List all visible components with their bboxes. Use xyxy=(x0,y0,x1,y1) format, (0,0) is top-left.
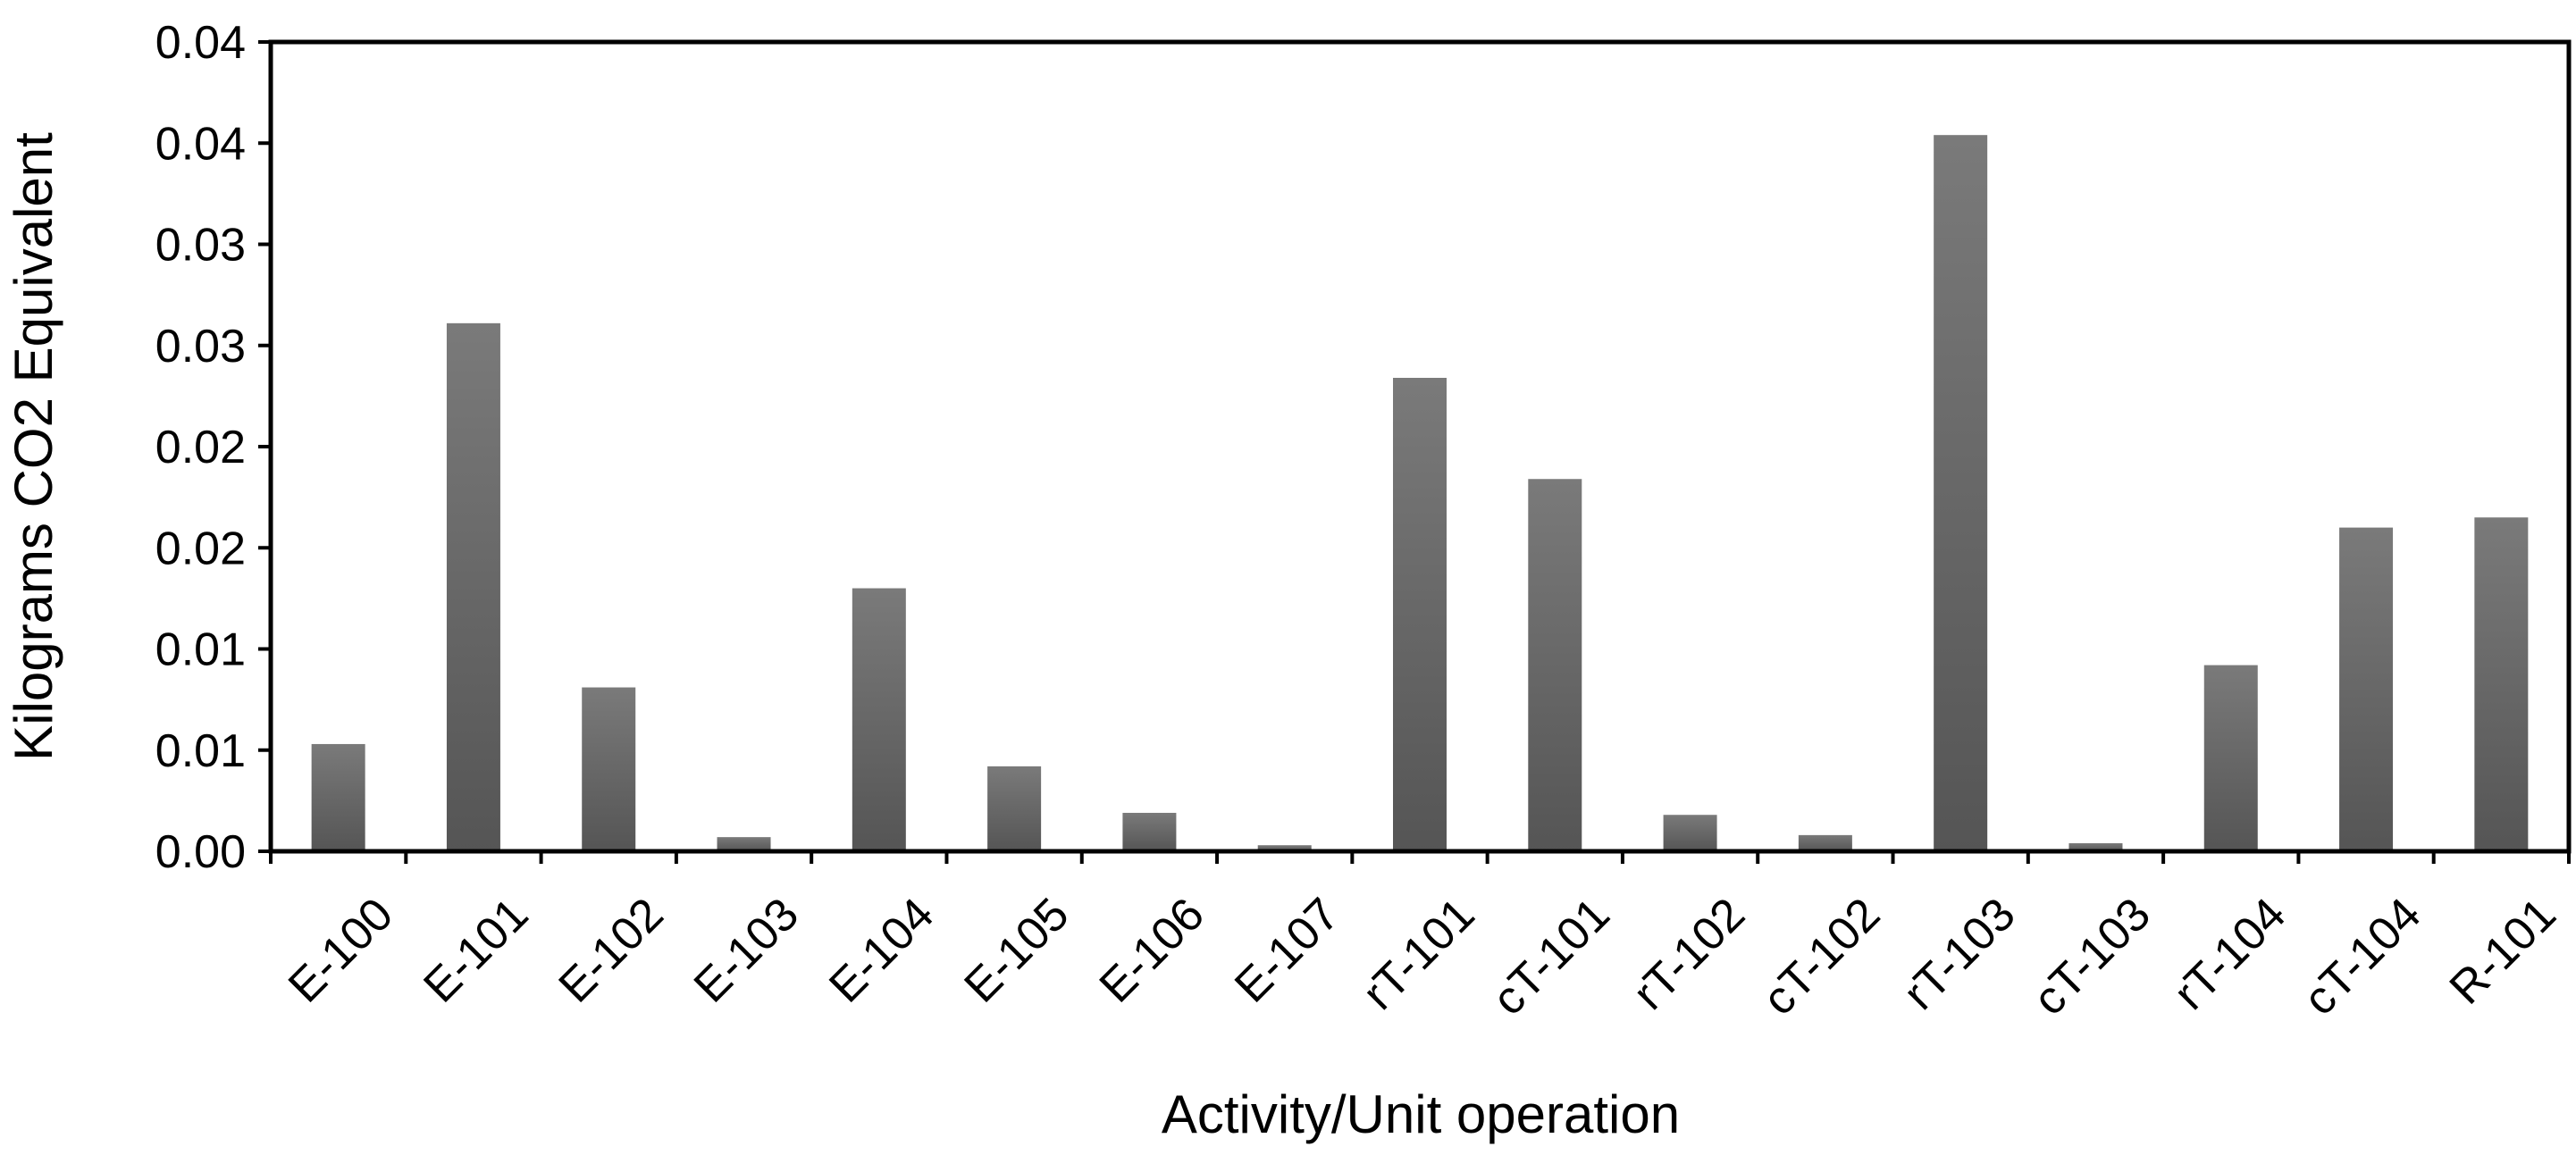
bar-E-101 xyxy=(446,322,500,852)
bar-cT-101 xyxy=(1528,479,1582,851)
x-axis: E-100 E-101 E-102 E-103 E-104 E-105 E-106 E-107… xyxy=(269,851,2571,1025)
x-tick-label: E-106 xyxy=(1090,888,1214,1012)
x-tick-label: cT-102 xyxy=(1753,888,1890,1025)
bar-E-107 xyxy=(1257,845,1312,851)
x-tick-label: rT-102 xyxy=(1624,888,1755,1019)
y-tick-label: 0.03 xyxy=(155,321,246,372)
x-tick-label: E-100 xyxy=(279,888,403,1012)
x-tick-label: E-105 xyxy=(954,888,1078,1012)
x-tick-label: E-103 xyxy=(684,888,809,1012)
bar-cT-102 xyxy=(1798,834,1852,851)
x-tick-label: rT-104 xyxy=(2164,888,2295,1019)
bar-E-102 xyxy=(582,687,636,851)
x-tick-label: cT-103 xyxy=(2024,888,2161,1025)
x-tick-label: E-101 xyxy=(414,888,538,1012)
x-axis-title: Activity/Unit operation xyxy=(1162,1084,1680,1144)
x-tick-label: rT-103 xyxy=(1893,888,2025,1019)
bar-E-106 xyxy=(1122,812,1177,851)
bar-cT-104 xyxy=(2339,527,2394,851)
y-tick-label: 0.02 xyxy=(155,422,246,473)
bar-E-103 xyxy=(717,837,771,851)
x-tick-label: cT-104 xyxy=(2294,888,2430,1025)
y-tick-label: 0.04 xyxy=(155,118,246,170)
bar-rT-102 xyxy=(1663,815,1717,851)
y-tick-label: 0.02 xyxy=(155,523,246,574)
x-tick-label: E-104 xyxy=(819,888,944,1012)
x-tick-label: E-102 xyxy=(550,888,674,1012)
bar-cT-103 xyxy=(2068,842,2123,851)
x-tick-label: R-101 xyxy=(2440,888,2566,1014)
y-tick-label: 0.01 xyxy=(155,725,246,777)
bar-R-101 xyxy=(2474,517,2529,851)
y-tick-label: 0.03 xyxy=(155,220,246,272)
y-axis: 0.00 0.01 0.01 0.02 0.02 0.03 0.03 0.04 0.04 xyxy=(155,17,271,878)
bars xyxy=(311,135,2529,852)
y-tick-label: 0.04 xyxy=(155,17,246,69)
bar-rT-104 xyxy=(2203,665,2258,851)
y-axis-title: Kilograms CO2 Equivalent xyxy=(4,132,63,761)
x-tick-label: cT-101 xyxy=(1482,888,1619,1025)
y-tick-label: 0.00 xyxy=(155,826,246,878)
bar-E-104 xyxy=(852,588,906,851)
bar-E-100 xyxy=(311,743,365,851)
bar-rT-103 xyxy=(1934,135,1988,851)
bar-rT-101 xyxy=(1393,377,1447,851)
x-tick-label: rT-101 xyxy=(1353,888,1484,1019)
x-tick-label: E-107 xyxy=(1225,888,1349,1012)
bar-E-105 xyxy=(987,766,1042,851)
y-tick-label: 0.01 xyxy=(155,624,246,676)
